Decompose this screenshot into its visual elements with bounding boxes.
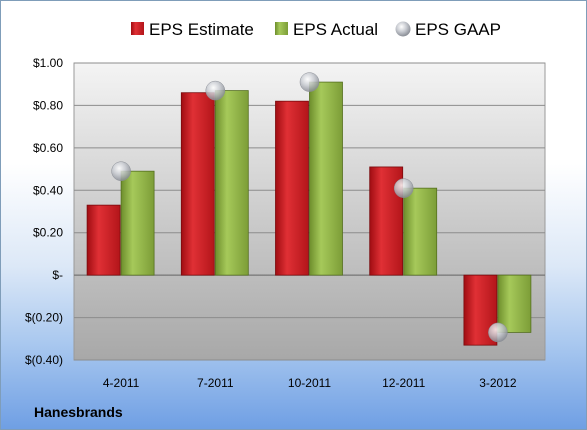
y-tick-label: $(0.40) <box>25 353 63 367</box>
x-tick-label: 10-2011 <box>288 376 331 390</box>
x-axis-ticks: 4-2011 7-2011 10-2011 12-2011 3-2012 <box>103 376 517 390</box>
y-tick-label: $0.60 <box>33 141 63 155</box>
bar-eps-actual <box>214 90 249 276</box>
marker-eps-gaap <box>205 80 226 101</box>
bar-eps-actual <box>497 274 532 333</box>
y-tick-label: $(0.20) <box>25 311 63 325</box>
marker-eps-gaap <box>111 161 131 181</box>
y-tick-label: $- <box>52 268 63 282</box>
gaap-markers <box>111 72 508 343</box>
y-axis-ticks: $1.00 $0.80 $0.60 $0.40 $0.20 $- $(0.20) $(0.40… <box>25 56 63 367</box>
legend-swatch-gaap <box>395 21 411 37</box>
legend-swatch-estimate <box>131 22 144 35</box>
x-tick-label: 3-2012 <box>479 376 517 390</box>
legend-label-actual: EPS Actual <box>293 20 378 39</box>
y-tick-label: $0.40 <box>33 183 63 197</box>
legend-label-estimate: EPS Estimate <box>149 20 254 39</box>
bar-eps-estimate <box>86 204 121 276</box>
y-tick-label: $0.20 <box>33 226 63 240</box>
legend: EPS Estimate EPS Actual EPS GAAP <box>131 20 501 39</box>
x-tick-label: 4-2011 <box>103 376 140 390</box>
marker-eps-gaap <box>488 322 508 343</box>
marker-eps-gaap <box>393 178 414 198</box>
bar-eps-estimate <box>180 92 215 276</box>
bar-eps-actual <box>309 81 343 276</box>
legend-swatch-actual <box>275 22 288 35</box>
marker-eps-gaap <box>299 72 320 92</box>
bar-eps-estimate <box>275 100 309 276</box>
bar-eps-actual <box>403 187 438 276</box>
bars <box>86 81 532 346</box>
x-tick-label: 12-2011 <box>382 376 425 390</box>
y-tick-label: $0.80 <box>33 98 63 112</box>
x-tick-label: 7-2011 <box>197 376 234 390</box>
company-label: Hanesbrands <box>34 404 123 420</box>
y-tick-label: $1.00 <box>33 56 63 70</box>
bar-eps-actual <box>120 170 155 276</box>
legend-label-gaap: EPS GAAP <box>415 20 501 39</box>
